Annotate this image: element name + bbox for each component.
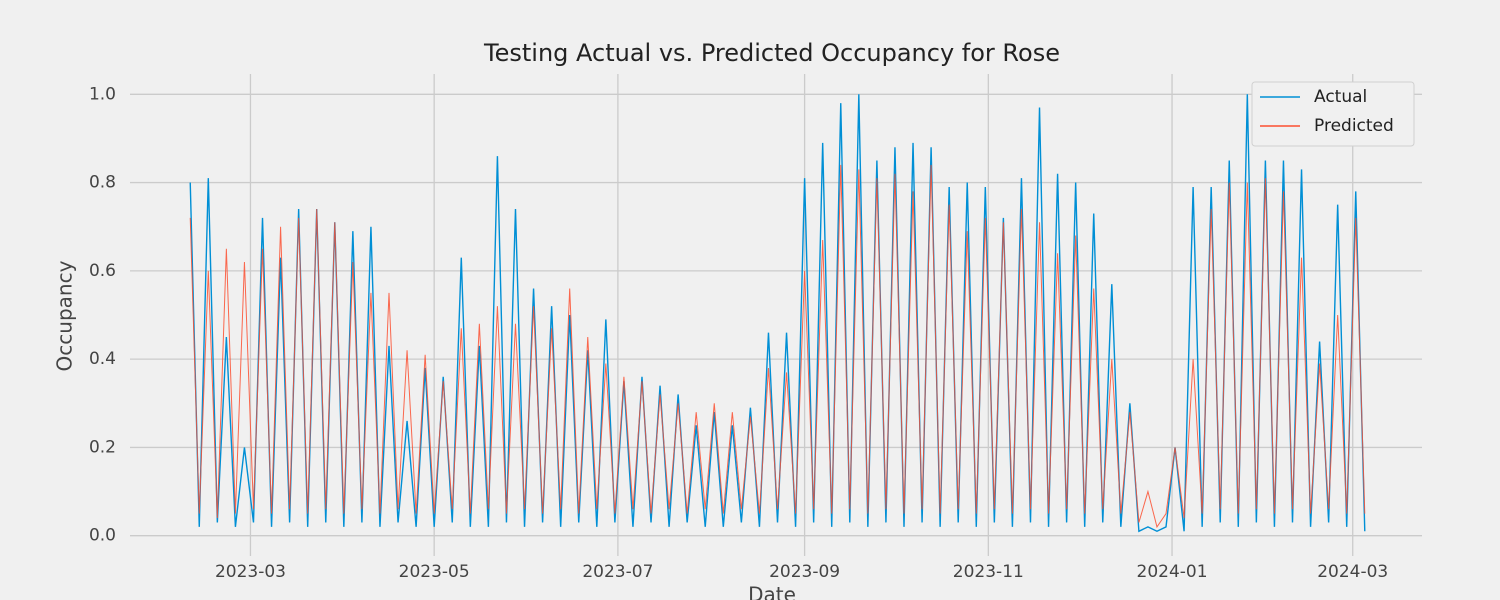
x-tick-label: 2023-07 [582, 562, 653, 582]
legend: Actual Predicted [1251, 81, 1415, 147]
y-tick-label: 0.0 [89, 526, 116, 546]
y-tick-label: 0.8 [89, 173, 116, 193]
y-tick-label: 0.2 [89, 437, 116, 457]
y-tick-label: 0.4 [89, 349, 116, 369]
y-axis-label: Occupancy [53, 260, 77, 371]
x-tick-label: 2023-05 [399, 562, 470, 582]
x-tick-label: 2024-03 [1317, 562, 1388, 582]
legend-label: Predicted [1314, 116, 1394, 136]
x-tick-label: 2024-01 [1137, 562, 1208, 582]
x-tick-label: 2023-11 [953, 562, 1024, 582]
y-tick-label: 1.0 [89, 84, 116, 104]
x-axis-label: Date [748, 583, 796, 600]
line-series [189, 164, 1366, 529]
legend-box [1251, 81, 1415, 147]
x-tick-label: 2023-03 [215, 562, 286, 582]
y-tick-label: 0.6 [89, 261, 116, 281]
legend-label: Actual [1314, 87, 1367, 107]
x-tick-label: 2023-09 [769, 562, 840, 582]
chart-title: Testing Actual vs. Predicted Occupancy f… [483, 39, 1060, 67]
line-series [189, 94, 1366, 533]
